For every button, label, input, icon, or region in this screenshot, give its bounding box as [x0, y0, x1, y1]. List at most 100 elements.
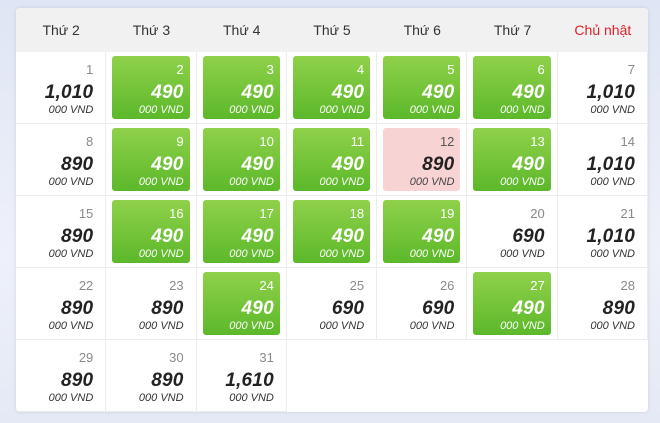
- weekday-friday: Thứ 6: [403, 22, 441, 38]
- fare-unit: 000 VND: [409, 104, 455, 116]
- fare-unit: 000 VND: [590, 176, 635, 188]
- day-number: 16: [169, 206, 184, 221]
- day-cell[interactable]: 19 490 000 VND: [377, 196, 468, 268]
- fare-unit: 000 VND: [590, 104, 635, 116]
- day-number: 25: [349, 278, 365, 293]
- day-cell[interactable]: 18 490 000 VND: [286, 196, 378, 268]
- fare-price: 1,010: [44, 82, 94, 103]
- day-number: 14: [620, 134, 635, 149]
- day-number: 4: [356, 62, 365, 77]
- day-cell[interactable]: 26 690 000 VND: [377, 268, 468, 340]
- fare-unit: 000 VND: [409, 248, 455, 260]
- fare-unit: 000 VND: [500, 104, 545, 116]
- day-cell[interactable]: 21 1,010 000 VND: [557, 196, 648, 268]
- fare-price: 690: [331, 298, 365, 319]
- day-cell[interactable]: 4 490 000 VND: [286, 52, 378, 124]
- fare-unit: 000 VND: [500, 248, 545, 260]
- fare-price: 890: [60, 298, 94, 319]
- day-cell[interactable]: 24 490 000 VND: [196, 268, 287, 340]
- day-cell[interactable]: 25 690 000 VND: [286, 268, 378, 340]
- weekday-tuesday: Thứ 3: [132, 22, 171, 38]
- fare-price: 490: [512, 82, 545, 103]
- day-cell[interactable]: 27 490 000 VND: [467, 268, 558, 340]
- lowest-fare-highlight: [202, 56, 280, 119]
- lowest-fare-highlight: [202, 128, 280, 191]
- lowest-fare-highlight: [383, 200, 461, 263]
- day-cell[interactable]: 5 490 000 VND: [377, 52, 468, 124]
- empty-day-cell: [287, 340, 377, 412]
- fare-unit: 000 VND: [319, 248, 365, 260]
- day-cell[interactable]: 16 490 000 VND: [106, 196, 197, 268]
- lowest-fare-highlight: [292, 128, 371, 191]
- day-cell[interactable]: 15 890 000 VND: [16, 196, 107, 268]
- fare-unit: 000 VND: [319, 104, 365, 116]
- selected-day-highlight: [383, 128, 461, 191]
- day-cell[interactable]: 14 1,010 000 VND: [557, 124, 648, 196]
- day-cell[interactable]: 28 890 000 VND: [557, 268, 648, 340]
- day-number: 20: [530, 206, 545, 221]
- fare-unit: 000 VND: [319, 320, 365, 332]
- day-cell[interactable]: 13 490 000 VND: [467, 124, 558, 196]
- lowest-fare-highlight: [202, 200, 280, 263]
- day-number: 12: [439, 134, 455, 149]
- fare-unit: 000 VND: [229, 104, 274, 116]
- fare-unit: 000 VND: [409, 320, 455, 332]
- weekday-wednesday: Thứ 4: [223, 22, 261, 38]
- day-number: 22: [78, 278, 94, 293]
- day-number: 2: [176, 62, 184, 77]
- day-cell[interactable]: 8 890 000 VND: [16, 124, 107, 196]
- weekday-saturday: Thứ 7: [493, 22, 532, 38]
- day-cell[interactable]: 3 490 000 VND: [196, 52, 287, 124]
- fare-price: 490: [241, 82, 274, 103]
- day-cell[interactable]: 6 490 000 VND: [467, 52, 558, 124]
- fare-unit: 000 VND: [229, 176, 274, 188]
- fare-price: 490: [422, 226, 455, 247]
- day-number: 11: [350, 134, 365, 149]
- day-cell[interactable]: 12 890 000 VND: [377, 124, 468, 196]
- day-cell[interactable]: 2 490 000 VND: [106, 52, 197, 124]
- fare-unit: 000 VND: [500, 320, 545, 332]
- fare-price: 1,010: [586, 226, 635, 247]
- day-number: 27: [530, 278, 545, 293]
- fare-unit: 000 VND: [229, 248, 274, 260]
- fare-unit: 000 VND: [229, 320, 274, 332]
- day-number: 24: [259, 278, 274, 293]
- fare-unit: 000 VND: [229, 392, 274, 404]
- day-number: 26: [439, 278, 455, 293]
- day-cell[interactable]: 31 1,610 000 VND: [196, 340, 287, 412]
- day-cell[interactable]: 23 890 000 VND: [106, 268, 197, 340]
- day-number: 19: [439, 206, 455, 221]
- day-cell[interactable]: 30 890 000 VND: [106, 340, 197, 412]
- day-number: 18: [349, 206, 365, 221]
- fare-unit: 000 VND: [138, 320, 184, 332]
- fare-unit: 000 VND: [48, 104, 94, 116]
- day-number: 15: [78, 206, 94, 221]
- day-number: 10: [259, 134, 274, 149]
- day-number: 23: [169, 278, 184, 293]
- day-cell[interactable]: 17 490 000 VND: [196, 196, 287, 268]
- day-cell[interactable]: 10 490 000 VND: [196, 124, 287, 196]
- fare-price: 1,010: [586, 82, 635, 103]
- day-number: 7: [627, 62, 635, 77]
- day-number: 21: [620, 206, 635, 221]
- lowest-fare-highlight: [473, 272, 551, 335]
- day-number: 31: [259, 350, 274, 365]
- fare-unit: 000 VND: [590, 248, 635, 260]
- day-cell[interactable]: 11 490 000 VND: [286, 124, 378, 196]
- fare-price: 490: [331, 154, 365, 175]
- day-cell[interactable]: 20 690 000 VND: [467, 196, 558, 268]
- day-cell[interactable]: 29 890 000 VND: [16, 340, 107, 412]
- day-cell[interactable]: 22 890 000 VND: [16, 268, 107, 340]
- lowest-fare-highlight: [473, 128, 551, 191]
- fare-price: 890: [60, 226, 94, 247]
- fare-price: 490: [151, 154, 184, 175]
- empty-day-cell: [377, 340, 467, 412]
- fare-unit: 000 VND: [48, 248, 94, 260]
- day-number: 29: [78, 350, 94, 365]
- day-cell[interactable]: 1 1,010 000 VND: [16, 52, 107, 124]
- fare-price: 490: [331, 82, 365, 103]
- fare-price: 890: [151, 370, 184, 391]
- day-number: 6: [537, 62, 545, 77]
- day-cell[interactable]: 7 1,010 000 VND: [557, 52, 648, 124]
- day-cell[interactable]: 9 490 000 VND: [106, 124, 197, 196]
